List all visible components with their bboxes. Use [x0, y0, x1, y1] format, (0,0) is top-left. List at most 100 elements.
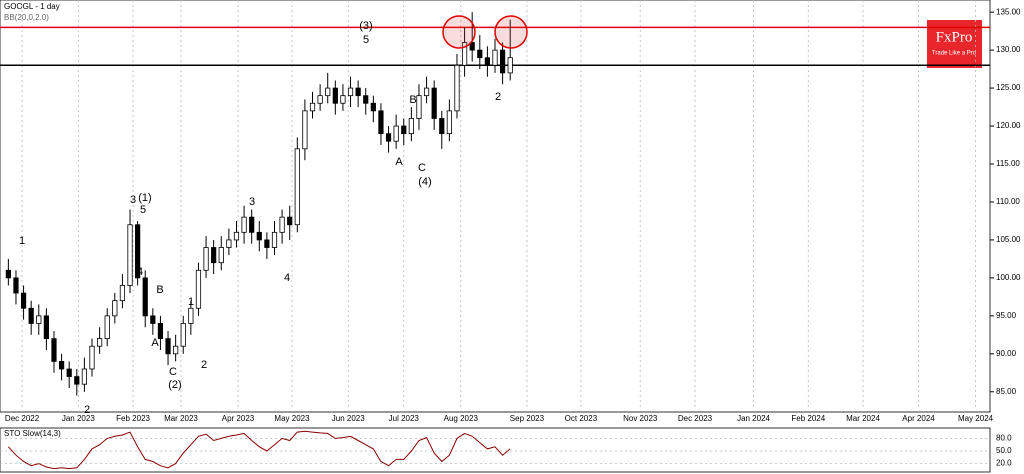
candle-body [355, 87, 361, 97]
candle-body [500, 49, 506, 74]
x-tick-label: Jan 2023 [62, 414, 95, 423]
candle-body [81, 368, 88, 385]
candle-body [5, 269, 11, 279]
candle-body [363, 95, 369, 104]
price-frame [0, 0, 991, 413]
y-tick-label: 130.00 [996, 45, 1021, 54]
x-tick-label: Mar 2024 [846, 414, 880, 423]
wave-label: 2 [495, 91, 501, 103]
y-tick-label: 95.00 [996, 311, 1017, 320]
indicator-label: BB(20,0,2.0) [4, 13, 49, 22]
y-tick-label: 105.00 [996, 235, 1021, 244]
x-tick-label: Mar 2023 [164, 414, 198, 423]
candle-body [279, 216, 285, 233]
candle-body [439, 118, 445, 135]
wave-label: C [418, 162, 426, 174]
x-tick-label: Apr 2023 [222, 414, 255, 423]
candle-body [401, 125, 407, 135]
x-tick-label: Apr 2024 [902, 414, 935, 423]
candle-body [256, 231, 262, 241]
candle-body [446, 110, 452, 135]
wave-label: 2 [84, 404, 90, 416]
candle-body [165, 338, 171, 355]
x-tick-label: May 2023 [274, 414, 310, 423]
candle-body [195, 269, 202, 309]
highlight-circle [442, 15, 476, 49]
wave-label: 1 [188, 296, 194, 308]
candle-body [370, 102, 376, 112]
candle-body [294, 148, 300, 226]
candle-body [43, 315, 49, 340]
wave-label: 3 [130, 194, 136, 206]
candle-body [332, 87, 338, 104]
candle-body [287, 216, 293, 226]
candle-body [51, 338, 57, 362]
candle-body [211, 247, 217, 264]
candle-body [66, 368, 72, 377]
candle-body [454, 64, 460, 112]
oscillator-line [8, 430, 511, 470]
wave-label: B [156, 284, 163, 296]
x-tick-label: Jan 2024 [737, 414, 770, 423]
wave-label: A [151, 337, 159, 349]
x-tick-label: Dec 2023 [678, 414, 713, 423]
candle-body [157, 323, 164, 340]
wave-label: (3) [359, 20, 372, 32]
candle-body [203, 247, 209, 271]
wave-label: B [409, 94, 416, 106]
candle-body [461, 42, 468, 66]
wave-label: C [169, 366, 177, 378]
candle-body [150, 315, 156, 324]
candle-body [218, 247, 224, 264]
y-tick-label: 20.0 [996, 459, 1012, 468]
candle-body [112, 300, 118, 317]
candle-body [142, 277, 148, 317]
candle-body [378, 110, 384, 135]
wave-label: 1 [19, 235, 25, 247]
candle-body [416, 95, 422, 119]
candle-body [302, 110, 308, 150]
y-tick-label: 50.0 [996, 446, 1012, 455]
candle-body [469, 42, 475, 51]
x-tick-label: Sep 2023 [510, 414, 545, 423]
candle-body [173, 345, 179, 355]
candle-body [233, 231, 240, 241]
candle-body [477, 49, 483, 59]
x-tick-label: Feb 2024 [791, 414, 825, 423]
x-tick-label: Nov 2023 [623, 414, 658, 423]
candle-body [58, 361, 65, 370]
logo-name: FxPro [936, 29, 973, 45]
candle-body [408, 118, 414, 135]
candle-body [385, 133, 392, 142]
y-tick-label: 120.00 [996, 121, 1021, 130]
candle-body [74, 376, 80, 385]
y-tick-label: 100.00 [996, 273, 1021, 282]
candle-body [264, 239, 270, 248]
candle-body [13, 277, 19, 294]
candle-body [271, 231, 278, 248]
candle-body [20, 292, 27, 309]
candle-body [97, 338, 103, 347]
candle-body [507, 57, 513, 74]
candle-body [119, 285, 126, 302]
wave-label: (2) [168, 379, 181, 391]
wave-label: (4) [418, 176, 431, 188]
candle-body [347, 87, 354, 97]
wave-label: 4 [137, 266, 143, 278]
wave-label: (1) [138, 192, 151, 204]
wave-label: 2 [201, 359, 207, 371]
wave-label: 4 [284, 272, 290, 284]
x-tick-label: Oct 2023 [565, 414, 598, 423]
candle-body [188, 307, 194, 324]
candle-body [431, 87, 437, 119]
highlight-circle [494, 15, 528, 49]
y-tick-label: 85.00 [996, 387, 1017, 396]
x-tick-label: May 2024 [958, 414, 994, 423]
candle-body [241, 216, 247, 233]
candle-body [135, 224, 141, 279]
wave-label: A [395, 156, 403, 168]
x-tick-label: Aug 2023 [444, 414, 479, 423]
candle-body [393, 125, 399, 142]
candle-body [180, 323, 186, 347]
